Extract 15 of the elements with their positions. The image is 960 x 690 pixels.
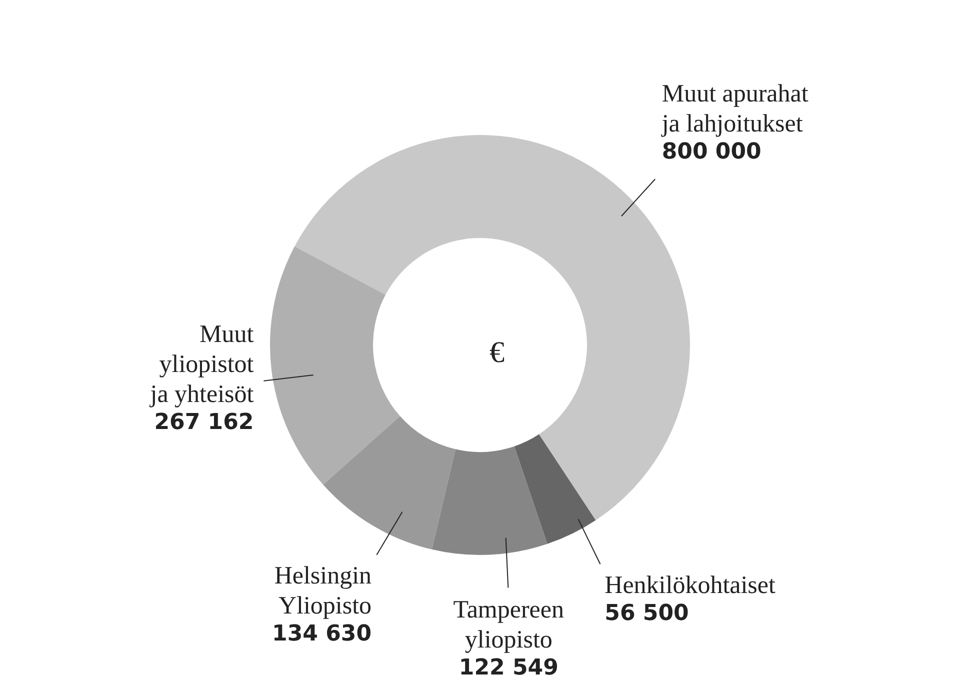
data-label: 56 500 <box>604 601 689 626</box>
text: € <box>490 336 504 369</box>
donut-slice <box>432 446 548 555</box>
data-label: 267 162 <box>154 410 254 436</box>
donut-slice <box>270 246 400 485</box>
donut-slice <box>323 416 456 550</box>
slice-label: Tampereen yliopisto <box>453 596 564 654</box>
data-label: 800 000 <box>662 140 762 165</box>
slice-label: Helsingin Yliopisto <box>274 562 372 620</box>
slice-label: Muut apurahat ja lahjoitukset <box>660 80 808 138</box>
slice-label: Henkilökohtaiset <box>604 572 776 600</box>
slice-label: Muut yliopistot ja yhteisöt <box>149 321 254 408</box>
donut-slice <box>514 434 596 544</box>
data-label: 122 549 <box>458 656 558 681</box>
data-label: 134 630 <box>272 621 372 646</box>
